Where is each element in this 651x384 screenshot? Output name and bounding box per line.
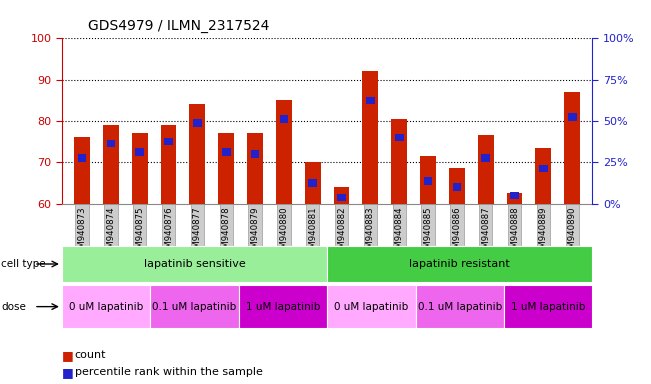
Bar — [279, 115, 288, 122]
Bar — [568, 113, 577, 121]
Bar — [510, 192, 519, 199]
Bar — [337, 194, 346, 201]
Text: GSM940889: GSM940889 — [539, 206, 548, 259]
Text: GSM940873: GSM940873 — [77, 206, 87, 259]
Bar — [103, 125, 118, 204]
Bar — [539, 165, 547, 172]
Bar — [276, 100, 292, 204]
Bar — [420, 156, 436, 204]
Text: GSM940887: GSM940887 — [481, 206, 490, 259]
Bar — [452, 183, 462, 191]
Text: cell type: cell type — [1, 259, 46, 269]
Text: GSM940878: GSM940878 — [222, 206, 230, 259]
Bar — [363, 71, 378, 204]
Bar — [536, 148, 551, 204]
Bar — [564, 92, 580, 204]
Bar — [218, 133, 234, 204]
Text: 0 uM lapatinib: 0 uM lapatinib — [69, 301, 143, 312]
Bar — [135, 148, 144, 156]
Text: GSM940882: GSM940882 — [337, 206, 346, 259]
Text: ■: ■ — [62, 366, 77, 379]
Bar — [77, 154, 87, 162]
Bar — [164, 138, 173, 145]
Text: ■: ■ — [62, 349, 77, 362]
Text: dose: dose — [1, 301, 26, 312]
Text: GSM940884: GSM940884 — [395, 206, 404, 259]
Text: GSM940883: GSM940883 — [366, 206, 375, 259]
Bar — [193, 119, 202, 127]
Text: GSM940885: GSM940885 — [424, 206, 432, 259]
Text: 0 uM lapatinib: 0 uM lapatinib — [334, 301, 408, 312]
Bar — [161, 125, 176, 204]
Bar — [449, 169, 465, 204]
Text: lapatinib resistant: lapatinib resistant — [409, 259, 510, 269]
Text: GSM940880: GSM940880 — [279, 206, 288, 259]
Bar — [366, 97, 375, 104]
Text: 0.1 uM lapatinib: 0.1 uM lapatinib — [152, 301, 236, 312]
Bar — [251, 150, 259, 158]
Bar — [506, 193, 523, 204]
Text: GSM940876: GSM940876 — [164, 206, 173, 259]
Bar — [247, 133, 263, 204]
Text: 0.1 uM lapatinib: 0.1 uM lapatinib — [418, 301, 502, 312]
Text: percentile rank within the sample: percentile rank within the sample — [75, 367, 263, 377]
Bar — [132, 133, 148, 204]
Bar — [74, 137, 90, 204]
Text: GSM940890: GSM940890 — [568, 206, 577, 259]
Text: lapatinib sensitive: lapatinib sensitive — [144, 259, 245, 269]
Bar — [395, 134, 404, 141]
Text: GSM940879: GSM940879 — [251, 206, 260, 259]
Bar — [107, 140, 115, 147]
Bar — [481, 154, 490, 162]
Text: GSM940874: GSM940874 — [106, 206, 115, 259]
Bar — [478, 136, 493, 204]
Text: GSM940881: GSM940881 — [308, 206, 317, 259]
Text: GSM940886: GSM940886 — [452, 206, 462, 259]
Bar — [391, 119, 407, 204]
Text: GDS4979 / ILMN_2317524: GDS4979 / ILMN_2317524 — [89, 19, 270, 33]
Bar — [309, 179, 317, 187]
Text: count: count — [75, 350, 106, 360]
Bar — [305, 162, 321, 204]
Text: GSM940875: GSM940875 — [135, 206, 145, 259]
Text: GSM940888: GSM940888 — [510, 206, 519, 259]
Bar — [333, 187, 350, 204]
Text: 1 uM lapatinib: 1 uM lapatinib — [511, 301, 585, 312]
Bar — [222, 148, 230, 156]
Bar — [189, 104, 205, 204]
Text: 1 uM lapatinib: 1 uM lapatinib — [245, 301, 320, 312]
Text: GSM940877: GSM940877 — [193, 206, 202, 259]
Bar — [424, 177, 432, 185]
